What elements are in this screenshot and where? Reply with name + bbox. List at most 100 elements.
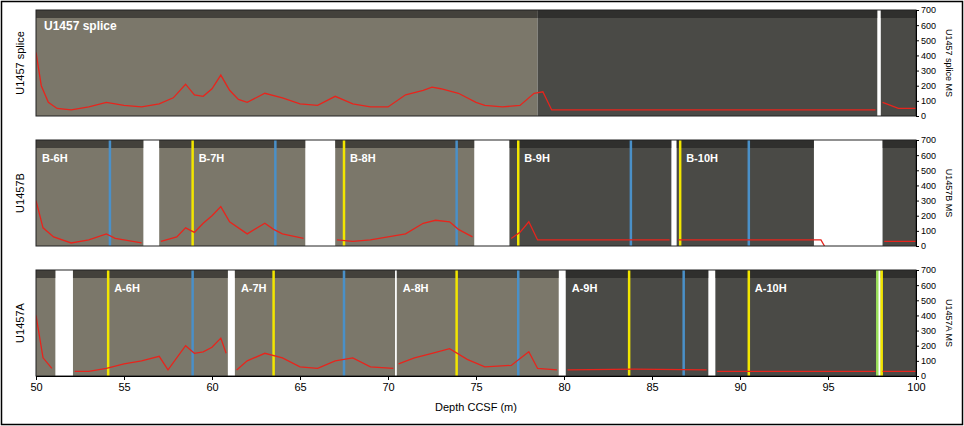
core-image <box>397 270 559 376</box>
core-top-shade <box>509 140 671 148</box>
tie-line <box>630 140 633 246</box>
x-tick-label: 60 <box>206 381 218 393</box>
plot-area <box>36 270 916 376</box>
y-tick-label: 300 <box>921 196 936 206</box>
y-tick: 100 <box>916 96 936 106</box>
x-tick: 95 <box>822 376 834 393</box>
core-top-shade <box>715 270 877 278</box>
x-tick: 50 <box>30 376 42 393</box>
core-top-shade <box>881 10 916 18</box>
core-label: A-8H <box>403 282 429 294</box>
y-axis-line <box>917 141 920 247</box>
core-label: A-7H <box>241 282 267 294</box>
panel: 0100200300400500600700505560657075808590… <box>14 265 954 413</box>
core-image <box>881 270 916 376</box>
x-tick: 65 <box>294 376 306 393</box>
core-top-shade <box>73 270 228 278</box>
x-tick-mark <box>740 376 741 380</box>
y-tick-mark <box>916 155 919 156</box>
core-label: B-9H <box>524 152 550 164</box>
chart-container: 0100200300400500600700U1457 spliceU1457 … <box>0 0 964 426</box>
y-tick-label: 700 <box>921 265 936 275</box>
x-tick-mark <box>212 376 213 380</box>
figure-border <box>2 2 963 425</box>
y-tick-mark <box>916 71 919 72</box>
y-tick-label: 200 <box>921 341 936 351</box>
y-tick-label: 400 <box>921 181 936 191</box>
y-tick: 300 <box>916 196 936 206</box>
x-tick-mark <box>36 376 37 380</box>
core-top-shade <box>36 10 538 18</box>
y-tick: 500 <box>916 296 936 306</box>
y-tick-mark <box>916 185 919 186</box>
y-tick: 200 <box>916 211 936 221</box>
panel-title: U1457 splice <box>14 31 26 95</box>
x-tick-mark <box>564 376 565 380</box>
y-tick-mark <box>916 285 919 286</box>
y-tick-mark <box>916 270 919 271</box>
y-tick: 200 <box>916 81 936 91</box>
y-tick: 300 <box>916 326 936 336</box>
tie-line <box>455 140 458 246</box>
y-tick-mark <box>916 55 919 56</box>
y-tick-mark <box>916 40 919 41</box>
core-top-shade <box>36 140 143 148</box>
x-tick-mark <box>828 376 829 380</box>
x-tick-label: 65 <box>294 381 306 393</box>
core-top-shade <box>881 270 916 278</box>
tie-line <box>191 270 194 376</box>
tie-line <box>455 270 458 376</box>
x-axis: 50556065707580859095100 <box>30 376 925 393</box>
y-tick: 700 <box>916 135 936 145</box>
y-tick-mark <box>916 231 919 232</box>
y-tick: 700 <box>916 5 936 15</box>
y-tick: 200 <box>916 341 936 351</box>
y-tick: 700 <box>916 265 936 275</box>
x-tick-label: 95 <box>822 381 834 393</box>
core-image <box>509 140 671 246</box>
y-tick-mark <box>916 25 919 26</box>
y-tick-label: 700 <box>921 5 936 15</box>
panel: 0100200300400500600700U1457BU1457B MSB-6… <box>14 135 954 251</box>
core-image <box>159 140 305 246</box>
y-tick-label: 300 <box>921 66 936 76</box>
x-axis-title: Depth CCSF (m) <box>435 401 517 413</box>
core-label: B-7H <box>199 152 225 164</box>
y-tick: 100 <box>916 356 936 366</box>
y-tick: 600 <box>916 281 936 291</box>
y-axis-title: U1457A MS <box>944 299 954 347</box>
plot-frame <box>36 140 916 246</box>
tie-line <box>272 270 275 376</box>
core-top-shade <box>235 270 395 278</box>
y-tick: 400 <box>916 311 936 321</box>
x-tick: 90 <box>734 376 746 393</box>
y-tick-label: 300 <box>921 326 936 336</box>
y-tick-mark <box>916 10 919 11</box>
x-tick-label: 90 <box>734 381 746 393</box>
y-tick-label: 600 <box>921 151 936 161</box>
y-axis: 0100200300400500600700 <box>916 5 936 121</box>
core-top-shade <box>883 140 916 148</box>
x-tick-label: 85 <box>646 381 658 393</box>
core-image <box>715 270 877 376</box>
x-tick-label: 55 <box>118 381 130 393</box>
panel-annotation: U1457 splice <box>44 19 117 33</box>
plot-area <box>36 10 916 116</box>
y-tick-mark <box>916 331 919 332</box>
y-tick: 0 <box>916 111 926 121</box>
x-tick-mark <box>124 376 125 380</box>
y-axis-title: U1457B MS <box>944 169 954 218</box>
y-tick-label: 0 <box>921 241 926 251</box>
y-tick: 400 <box>916 51 936 61</box>
core-label: B-8H <box>350 152 376 164</box>
x-tick: 80 <box>558 376 570 393</box>
plot-area <box>36 140 916 246</box>
x-tick-label: 75 <box>470 381 482 393</box>
y-tick-label: 100 <box>921 96 936 106</box>
core-image <box>335 140 474 246</box>
y-axis: 0100200300400500600700 <box>916 135 936 251</box>
y-tick-label: 400 <box>921 311 936 321</box>
core-top-shade <box>397 270 559 278</box>
y-tick-mark <box>916 315 919 316</box>
x-tick-mark <box>916 376 917 380</box>
